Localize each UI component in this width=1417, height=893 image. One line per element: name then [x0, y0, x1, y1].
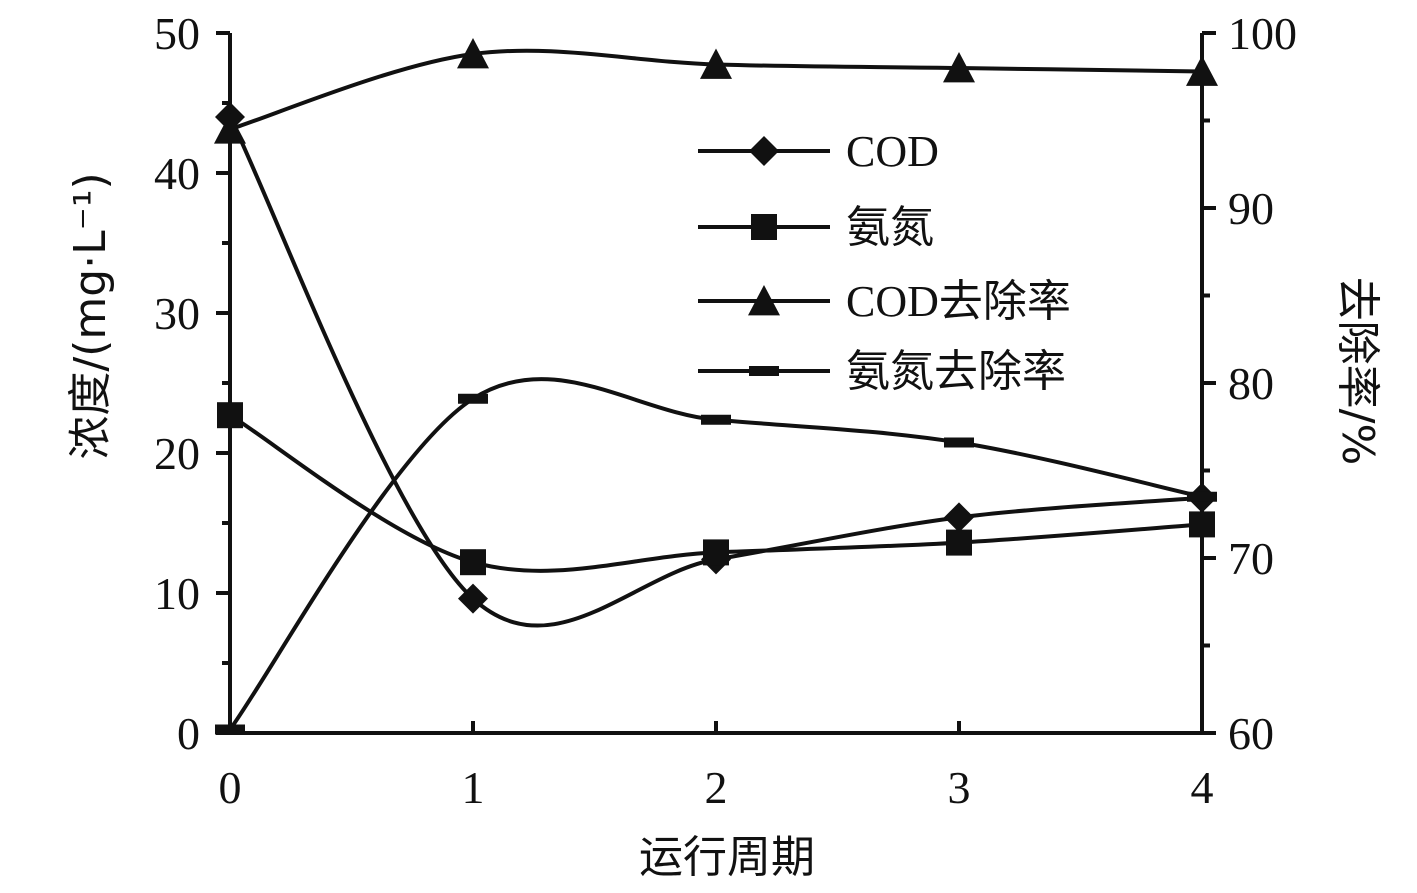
- data-point-triangle: [457, 38, 489, 69]
- series-layer: [214, 38, 1218, 735]
- x-tick-label: 1: [462, 762, 485, 813]
- y-left-tick-label: 50: [154, 8, 200, 59]
- data-point-dash: [1187, 491, 1217, 502]
- x-tick-label: 2: [705, 762, 728, 813]
- legend-label: COD: [846, 127, 939, 176]
- y-left-tick-label: 30: [154, 288, 200, 339]
- y-right-tick-label: 60: [1228, 708, 1274, 759]
- y-right-tick-label: 100: [1228, 8, 1297, 59]
- data-point-square: [217, 402, 243, 429]
- data-point-square: [946, 529, 972, 556]
- legend-marker-square: [751, 214, 777, 240]
- x-tick-label: 0: [219, 762, 242, 813]
- data-point-dash: [215, 724, 245, 735]
- legend-item-4: 氨氮去除率: [698, 347, 1066, 396]
- legend-label: 氨氮: [846, 203, 934, 252]
- data-point-triangle: [943, 52, 975, 83]
- legend-item-2: 氨氮: [698, 203, 934, 252]
- data-point-diamond: [458, 583, 488, 614]
- data-point-diamond: [944, 502, 974, 533]
- y-left-tick-label: 0: [177, 708, 200, 759]
- series-2: [217, 402, 1215, 576]
- series-line: [228, 116, 1203, 628]
- y-left-tick-label: 10: [154, 568, 200, 619]
- data-point-dash: [701, 414, 731, 425]
- x-tick-label: 3: [948, 762, 971, 813]
- data-point-triangle: [700, 48, 732, 79]
- series-line: [228, 377, 1203, 731]
- data-point-triangle: [1186, 55, 1218, 86]
- data-point-square: [1189, 511, 1215, 538]
- y-right-tick-label: 90: [1228, 183, 1274, 234]
- series-4: [215, 377, 1217, 735]
- data-point-dash: [458, 393, 488, 404]
- data-point-square: [703, 539, 729, 566]
- y-left-tick-label: 20: [154, 428, 200, 479]
- y-right-tick-label: 80: [1228, 358, 1274, 409]
- legend-marker-diamond: [749, 136, 779, 166]
- y-axis-title-right: 去除率/%: [1332, 277, 1383, 466]
- legend-item-3: COD去除率: [698, 277, 1071, 326]
- x-axis-title: 运行周期: [639, 832, 815, 883]
- legend-label: COD去除率: [846, 277, 1071, 326]
- legend-marker-dash: [749, 366, 779, 376]
- legend-marker-triangle: [748, 285, 780, 316]
- legend-item-1: COD: [698, 127, 939, 176]
- x-tick-label: 4: [1191, 762, 1214, 813]
- y-right-tick-label: 70: [1228, 533, 1274, 584]
- data-point-triangle: [214, 113, 246, 144]
- series-3: [214, 38, 1218, 144]
- data-point-dash: [944, 437, 974, 448]
- y-left-tick-label: 40: [154, 148, 200, 199]
- legend-label: 氨氮去除率: [846, 347, 1066, 396]
- y-axis-title-left: 浓度/(mg·L⁻¹): [65, 172, 116, 459]
- data-point-square: [460, 549, 486, 576]
